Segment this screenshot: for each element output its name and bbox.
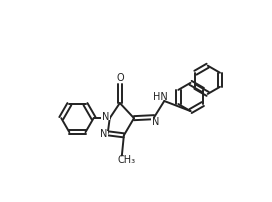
Text: CH₃: CH₃ xyxy=(118,155,136,165)
Text: HN: HN xyxy=(153,92,168,102)
Bar xyxy=(99,131,108,138)
Bar xyxy=(115,75,124,81)
Text: N: N xyxy=(102,112,109,122)
Text: O: O xyxy=(116,73,124,83)
Text: N: N xyxy=(152,117,159,127)
Bar xyxy=(151,118,160,125)
Text: N: N xyxy=(100,129,107,139)
Bar xyxy=(101,114,110,120)
